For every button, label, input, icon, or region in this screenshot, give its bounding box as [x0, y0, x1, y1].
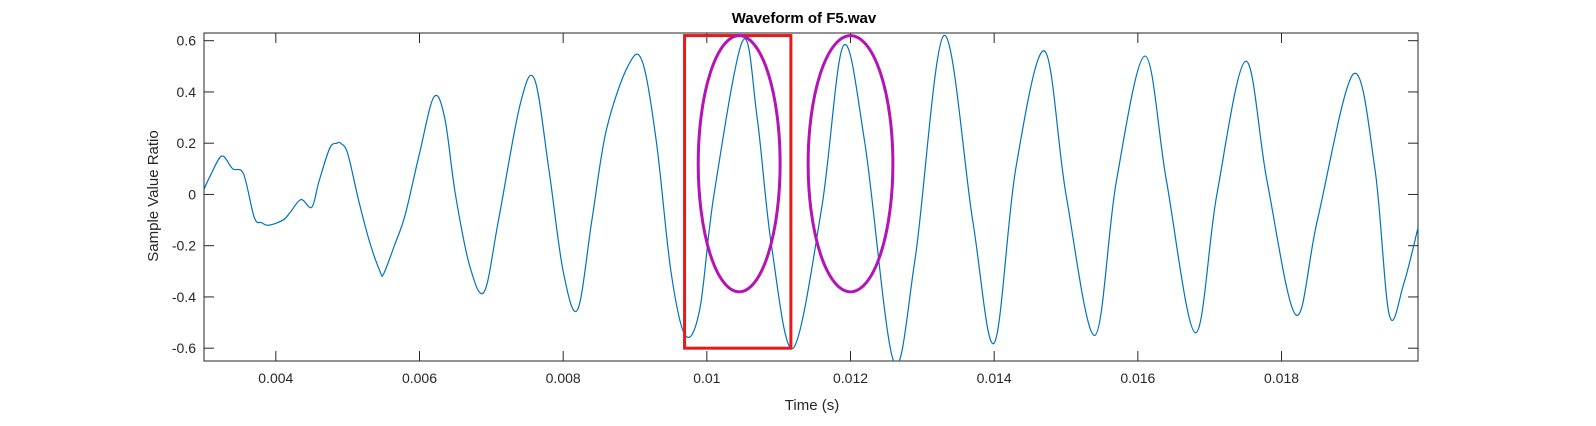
x-tick-label: 0.012: [833, 370, 868, 386]
plot-area: 0.004 0.006 0.008 0.01 0.012 0.014 0.016 0.018 -…: [172, 32, 1419, 386]
y-tick-label: 0: [188, 186, 196, 202]
y-tick-label: -0.6: [172, 340, 196, 356]
y-tick-label: 0.2: [177, 135, 197, 151]
highlight-ellipse: [696, 34, 782, 294]
x-axis-label: Time (s): [785, 397, 839, 414]
waveform-series-line: [204, 34, 1418, 361]
highlight-ellipse: [806, 34, 895, 294]
x-tick-label: 0.01: [693, 370, 720, 386]
x-tick-label: 0.008: [546, 370, 581, 386]
y-tick-label: -0.2: [172, 238, 196, 254]
y-tick-label: -0.4: [172, 289, 196, 305]
x-tick-label: 0.014: [977, 370, 1012, 386]
y-tick-label: 0.4: [177, 84, 197, 100]
x-tick-label: 0.006: [402, 370, 437, 386]
chart-title: Waveform of F5.wav: [732, 10, 877, 27]
x-tick-label: 0.018: [1264, 370, 1299, 386]
y-tick-label: 0.6: [177, 33, 197, 49]
x-tick-label: 0.004: [258, 370, 293, 386]
y-axis-label: Sample Value Ratio: [145, 130, 162, 261]
x-tick-label: 0.016: [1120, 370, 1155, 386]
axes-box: [203, 32, 1419, 362]
